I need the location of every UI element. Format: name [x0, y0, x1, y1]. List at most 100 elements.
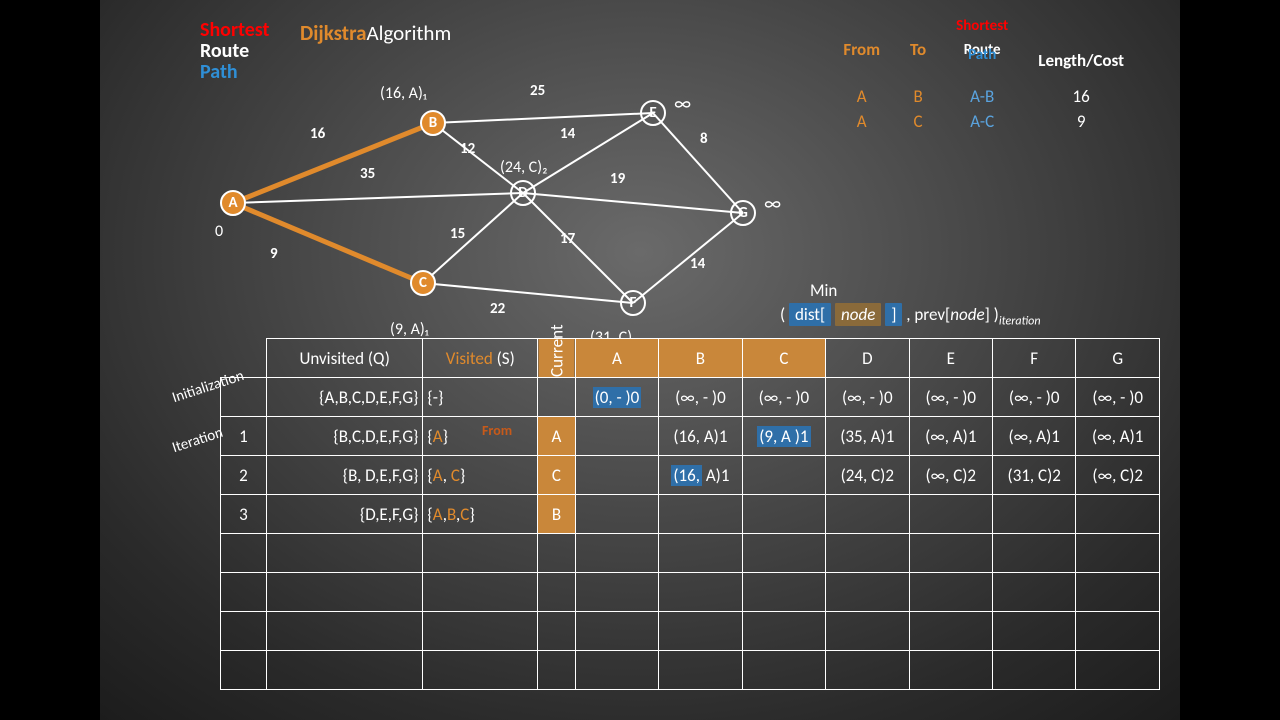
- routes-hdr-from: From: [829, 38, 894, 61]
- routes-hdr-to: To: [896, 38, 940, 61]
- iter-cell: (∞, - )0: [909, 378, 992, 417]
- iter-cell: [992, 534, 1075, 573]
- from-label: From: [482, 422, 512, 439]
- iter-cell: [1076, 534, 1160, 573]
- node-C: C: [410, 270, 436, 296]
- iter-unvisited: {A,B,C,D,E,F,G}: [266, 378, 423, 417]
- routes-table: Shortest From To Route Length/Cost Path …: [827, 14, 1140, 135]
- iter-cell: (16, A)1: [659, 456, 742, 495]
- iter-cell: [826, 573, 909, 612]
- iter-cell: [1076, 651, 1160, 690]
- iter-unvisited: {D,E,F,G}: [266, 495, 423, 534]
- hdr-node-A: A: [575, 339, 658, 378]
- iter-cell: (∞, C)2: [909, 456, 992, 495]
- iter-current: [538, 534, 576, 573]
- iter-idx: 3: [221, 495, 267, 534]
- node-G: G: [730, 200, 756, 226]
- node-label-B: (16, A)₁: [380, 84, 427, 103]
- edge-weight-C-F: 22: [490, 300, 505, 318]
- legend-dist-box: dist[: [789, 303, 831, 326]
- route-from: A: [829, 110, 894, 133]
- iter-unvisited: [266, 573, 423, 612]
- iter-cell: [575, 534, 658, 573]
- iter-cell: (35, A)1: [826, 417, 909, 456]
- edge-E-G: [653, 113, 743, 213]
- edge-C-F: [423, 283, 633, 303]
- iter-cell: [742, 651, 825, 690]
- route-to: C: [896, 110, 940, 133]
- table-row: [221, 651, 1160, 690]
- hdr-unvisited: Unvisited (Q): [266, 339, 423, 378]
- edge-C-D: [423, 193, 523, 283]
- iter-current: [538, 651, 576, 690]
- iter-cell: (0, - )0: [575, 378, 658, 417]
- iter-cell: [742, 573, 825, 612]
- iter-cell: [909, 573, 992, 612]
- route-len: 9: [1024, 110, 1138, 133]
- iter-cell: [659, 573, 742, 612]
- edge-D-E: [523, 113, 653, 193]
- iter-unvisited: [266, 651, 423, 690]
- iter-cell: (∞, - )0: [826, 378, 909, 417]
- iter-cell: [826, 651, 909, 690]
- iter-visited: {A,B,C}: [423, 495, 538, 534]
- legend-min: Min: [810, 280, 1041, 301]
- iter-cell: (31, C)2: [992, 456, 1075, 495]
- node-F: F: [620, 290, 646, 316]
- iter-unvisited: [266, 534, 423, 573]
- hdr-node-E: E: [909, 339, 992, 378]
- tuple-legend: Min ( dist[ node ] , prev[node] )iterati…: [780, 280, 1041, 328]
- hdr-visited: Visited (S): [423, 339, 538, 378]
- iteration-table: Unvisited (Q)Visited (S)CurrentABCDEFG {…: [220, 338, 1160, 690]
- iter-cell: [909, 495, 992, 534]
- iter-idx: 2: [221, 456, 267, 495]
- iter-unvisited: [266, 612, 423, 651]
- edge-weight-A-B: 16: [310, 125, 325, 143]
- edge-weight-A-C: 9: [270, 245, 278, 263]
- edge-weight-A-D: 35: [360, 165, 375, 183]
- iter-unvisited: {B, D,E,F,G}: [266, 456, 423, 495]
- routes-hdr-length: Length/Cost: [1024, 38, 1138, 83]
- iter-current: A: [538, 417, 576, 456]
- graph: ABCDEFG 1635925121419171522814 0(16, A)₁…: [160, 50, 780, 330]
- iter-cell: [659, 651, 742, 690]
- iter-cell: [992, 573, 1075, 612]
- iter-cell: [575, 495, 658, 534]
- iter-cell: (∞, C)2: [1076, 456, 1160, 495]
- edge-weight-F-G: 14: [690, 255, 705, 273]
- edge-F-G: [633, 213, 743, 303]
- iter-cell: [742, 534, 825, 573]
- iter-visited: [423, 612, 538, 651]
- iter-idx: [221, 651, 267, 690]
- iter-visited: [423, 534, 538, 573]
- node-D: D: [510, 180, 536, 206]
- iter-idx: [221, 534, 267, 573]
- edge-weight-B-E: 25: [530, 82, 545, 100]
- algo-title: DijkstraAlgorithm: [300, 20, 451, 46]
- iter-cell: (24, C)2: [826, 456, 909, 495]
- iter-cell: [742, 456, 825, 495]
- hdr-node-D: D: [826, 339, 909, 378]
- iter-visited: [423, 573, 538, 612]
- hdr-node-C: C: [742, 339, 825, 378]
- node-label-A: 0: [215, 222, 223, 241]
- title-algorithm: Algorithm: [366, 20, 451, 46]
- iter-cell: [575, 456, 658, 495]
- side-label-iter: Iteration: [170, 424, 225, 457]
- iter-cell: (∞, - )0: [1076, 378, 1160, 417]
- iter-idx: 1: [221, 417, 267, 456]
- edge-weight-B-D: 12: [460, 140, 475, 158]
- legend-node-box: node: [835, 303, 881, 326]
- iter-cell: (∞, A)1: [909, 417, 992, 456]
- edge-A-B: [233, 123, 433, 203]
- node-label-C: (9, A)₁: [390, 320, 429, 339]
- edge-weight-D-G: 19: [610, 170, 625, 188]
- iteration-table-wrap: Unvisited (Q)Visited (S)CurrentABCDEFG {…: [220, 338, 1160, 690]
- iter-visited: {-}: [423, 378, 538, 417]
- node-label-D: (24, C)₂: [500, 158, 547, 177]
- iter-current: [538, 573, 576, 612]
- table-row: 2{B, D,E,F,G}{A, C}C(16, A)1(24, C)2(∞, …: [221, 456, 1160, 495]
- iter-cell: (16, A)1: [659, 417, 742, 456]
- iter-idx: [221, 378, 267, 417]
- node-B: B: [420, 110, 446, 136]
